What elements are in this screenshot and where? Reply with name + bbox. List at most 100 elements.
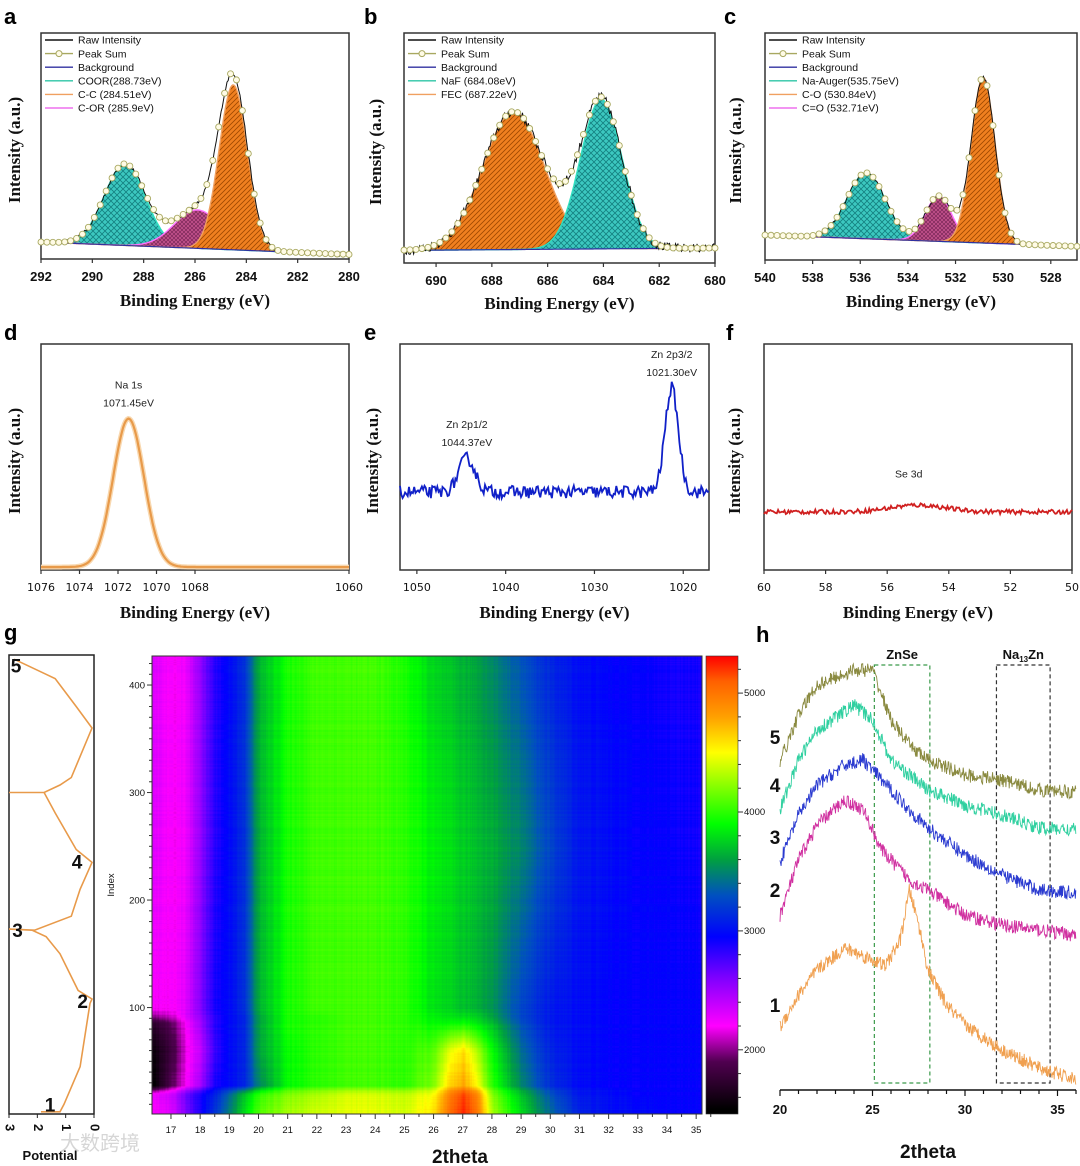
- peak-sum-marker-c: [1049, 242, 1057, 249]
- peak-sum-marker-b: [442, 234, 450, 242]
- peak-sum-marker-b: [711, 244, 719, 252]
- heatmap-x-tick-label: 29: [516, 1125, 527, 1136]
- peak-sum-marker-c: [869, 173, 877, 181]
- peak-sum-marker-c: [851, 179, 859, 187]
- legend-label-b: NaF (684.08eV): [441, 76, 516, 88]
- h-region-label-part: Zn: [1028, 647, 1044, 662]
- xrd-pattern-5: [779, 662, 1077, 800]
- x-tick-label-e: 1030: [580, 581, 608, 594]
- heatmap-y-tick-label: 400: [129, 681, 145, 692]
- peak-sum-marker-a: [203, 181, 211, 189]
- peak-fill-c-0: [765, 172, 1077, 247]
- legend-marker-b: [418, 50, 426, 58]
- heatmap-x-tick-label: 22: [312, 1125, 323, 1136]
- peak-sum-marker-b: [657, 242, 665, 250]
- colorbar-tick-label: 2000: [744, 1045, 765, 1056]
- peak-sum-marker-c: [779, 232, 787, 240]
- peak-sum-marker-c: [965, 154, 973, 162]
- peak-sum-marker-b: [526, 125, 534, 132]
- x-axis-label-e: Binding Energy (eV): [479, 603, 629, 622]
- peak-sum-marker-b: [484, 149, 492, 157]
- heatmap-y-tick-label: 200: [129, 896, 145, 907]
- peak-sum-marker-a: [191, 202, 199, 210]
- peak-sum-marker-c: [923, 206, 931, 214]
- peak-sum-marker-c: [887, 207, 895, 215]
- peak-sum-marker-c: [953, 206, 961, 214]
- peak-sum-marker-a: [221, 89, 229, 97]
- legend-label-c: C-O (530.84eV): [802, 89, 876, 101]
- peak-annotation-e: Zn 2p3/2: [651, 349, 693, 361]
- x-tick-label-f: 50: [1065, 581, 1079, 594]
- x-tick-label-a: 282: [287, 269, 309, 284]
- legend-label-c: Raw Intensity: [802, 35, 866, 47]
- legend-label-a: C-OR (285.9eV): [78, 103, 154, 115]
- cycle-marker-label: 1: [45, 1095, 56, 1116]
- peak-sum-marker-a: [274, 246, 282, 254]
- x-tick-label-f: 58: [819, 581, 833, 594]
- legend-marker-c: [779, 50, 787, 58]
- legend-label-c: Peak Sum: [802, 48, 851, 60]
- peak-sum-marker-c: [1055, 242, 1063, 250]
- peak-sum-marker-b: [609, 118, 617, 126]
- xrd-pattern-4: [779, 699, 1077, 837]
- heatmap-x-tick-label: 26: [428, 1125, 439, 1136]
- peak-sum-marker-c: [803, 232, 811, 240]
- peak-sum-marker-b: [472, 181, 480, 189]
- x-axis-label-d: Binding Energy (eV): [120, 603, 270, 622]
- peak-sum-marker-b: [490, 134, 498, 142]
- peak-sum-marker-a: [173, 214, 181, 222]
- peak-sum-marker-a: [167, 217, 175, 225]
- peak-sum-marker-a: [37, 238, 45, 246]
- peak-sum-marker-c: [983, 82, 991, 90]
- peak-sum-marker-b: [550, 175, 557, 183]
- legend-label-a: COOR(288.73eV): [78, 76, 161, 88]
- peak-sum-marker-c: [1061, 242, 1069, 250]
- peak-sum-marker-b: [579, 131, 587, 138]
- peak-sum-marker-a: [250, 190, 258, 198]
- plot-frame-e: [399, 343, 710, 571]
- peak-sum-marker-b: [496, 121, 504, 129]
- panel-letter-c: c: [724, 4, 736, 29]
- peak-sum-marker-b: [562, 177, 569, 185]
- xrd-pattern-2: [779, 795, 1077, 942]
- peak-sum-marker-a: [185, 206, 193, 214]
- x-tick-label-a: 284: [235, 269, 257, 284]
- heatmap-x-tick-label: 31: [574, 1125, 585, 1136]
- peak-sum-marker-a: [244, 150, 252, 158]
- peak-sum-marker-c: [761, 231, 769, 239]
- heatmap-x-tick-label: 30: [545, 1125, 556, 1136]
- spectrum-halo-d: [41, 415, 349, 570]
- potential-x-axis-label: Potential: [23, 1148, 78, 1163]
- peak-sum-marker-c: [1067, 242, 1075, 250]
- peak-sum-marker-c: [1043, 241, 1051, 249]
- xrd-pattern-1: [779, 884, 1077, 1085]
- peak-sum-marker-c: [929, 196, 937, 204]
- plot-frame-b: [403, 32, 716, 264]
- peak-fill-c-2: [765, 77, 1077, 247]
- peak-sum-marker-b: [400, 246, 408, 254]
- x-tick-label-d: 1068: [181, 581, 209, 594]
- xrd-pattern-label: 3: [770, 828, 781, 849]
- peak-sum-marker-b: [424, 243, 432, 251]
- peak-sum-marker-a: [179, 210, 187, 218]
- peak-sum-marker-c: [971, 107, 979, 115]
- peak-edge-b-1: [404, 98, 716, 251]
- x-tick-label-b: 686: [537, 273, 559, 288]
- panel-letter-e: e: [364, 320, 376, 345]
- heatmap-x-tick-label: 33: [633, 1125, 644, 1136]
- panel-letter-f: f: [726, 320, 734, 345]
- heatmap-x-axis-label: 2theta: [432, 1147, 488, 1166]
- peak-sum-marker-a: [321, 250, 329, 257]
- spectrum-line-d: [41, 417, 349, 569]
- panel-letter-g: g: [4, 620, 17, 645]
- peak-sum-marker-c: [1073, 242, 1080, 250]
- heatmap-x-tick-label: 27: [457, 1125, 468, 1136]
- heatmap-x-tick-label: 20: [253, 1125, 264, 1136]
- potential-x-tick-label: 2: [31, 1124, 46, 1131]
- peak-sum-marker-b: [454, 220, 462, 227]
- peak-sum-marker-c: [845, 190, 853, 198]
- peak-fill-a-0: [41, 164, 349, 255]
- peak-sum-marker-b: [585, 111, 593, 119]
- x-tick-label-c: 536: [849, 270, 871, 285]
